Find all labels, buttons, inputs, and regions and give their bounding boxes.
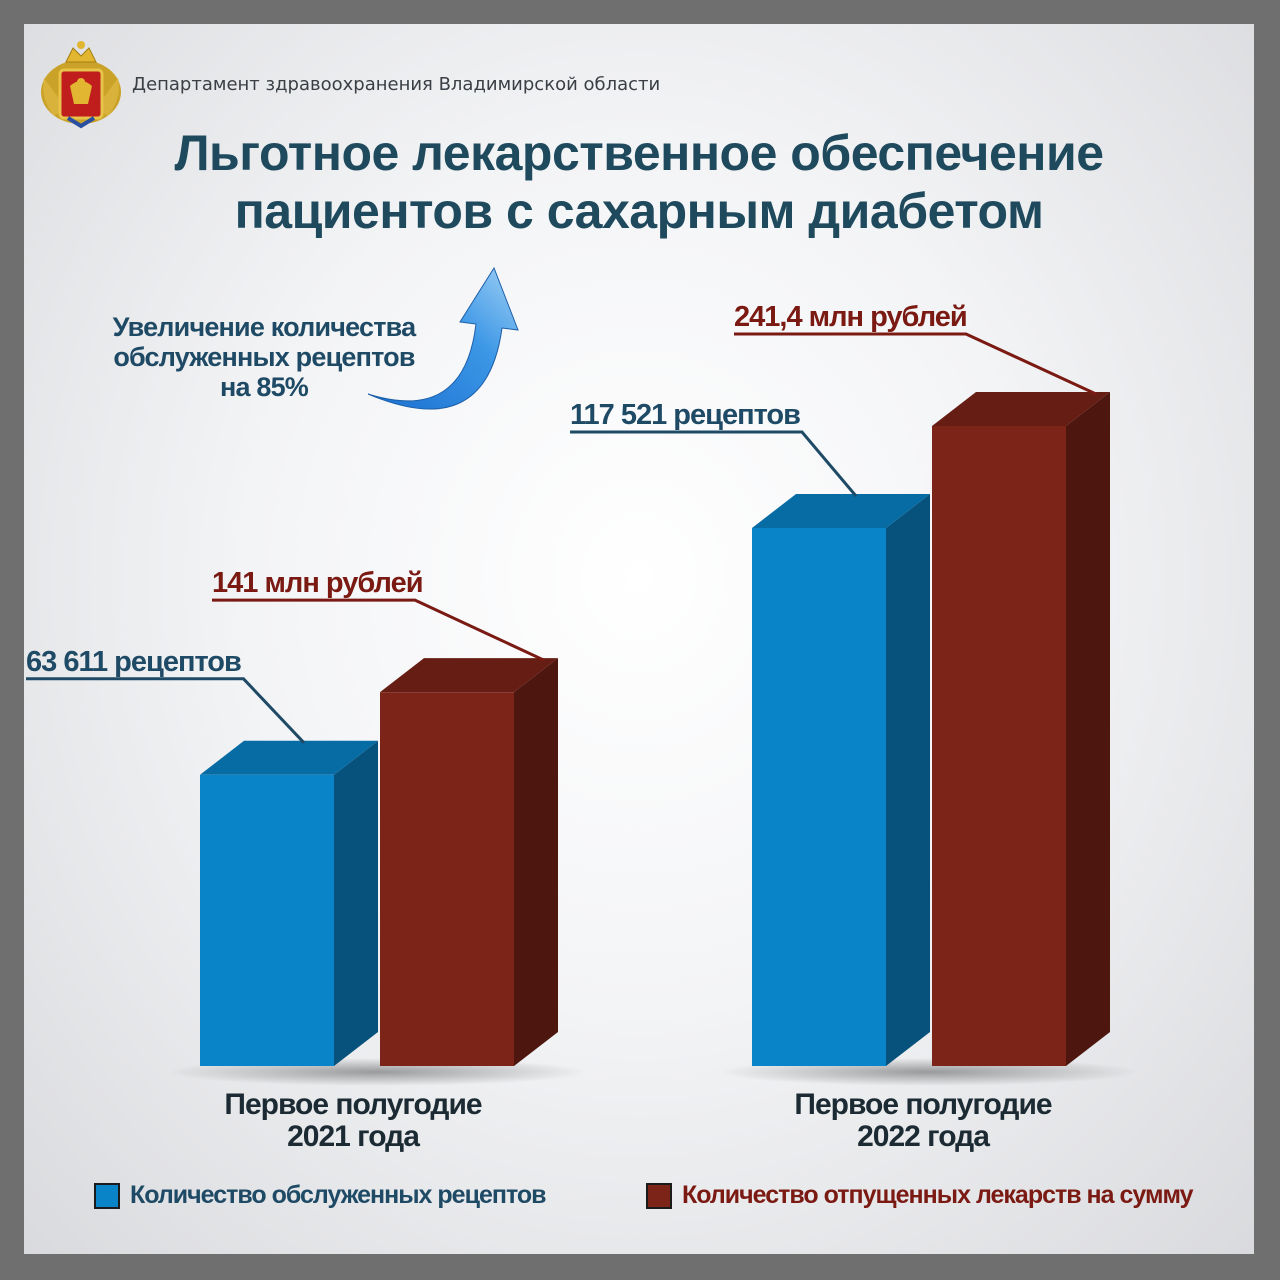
title-line-1: Льготное лекарственное обеспечение [174,125,1104,181]
leader-line [212,598,545,662]
bar [200,740,378,1066]
bar [752,494,930,1066]
infographic-card: Департамент здравоохранения Владимирской… [24,24,1254,1254]
bar [932,392,1110,1066]
bar-top [932,392,1110,426]
bar-side [334,740,378,1066]
curved-up-arrow-icon [367,266,519,410]
growth-line-2: обслуженных рецептов [113,342,415,372]
coat-of-arms-icon [41,41,121,129]
legend-item-amount: Количество отпущенных лекарств на сумму [646,1181,1194,1210]
bar-front [200,774,334,1066]
category-label: 2022 года [857,1120,990,1153]
bar-side [886,494,930,1066]
legend-item-prescriptions: Количество обслуженных рецептов [94,1181,546,1210]
growth-line-3: на 85% [219,372,309,402]
value-label-amount: 241,4 млн рублей [734,301,967,333]
growth-annotation: Увеличение количества обслуженных рецепт… [74,312,454,402]
category-label: 2021 года [287,1120,420,1153]
leader-line [734,332,1097,396]
bar-top [752,494,930,528]
bar-side [1066,392,1110,1066]
legend-swatch-blue [94,1182,120,1209]
value-label-amount: 141 млн рублей [212,567,423,599]
bar [380,658,558,1066]
legend-label-prescriptions: Количество обслуженных рецептов [130,1181,546,1209]
bar-side [514,658,558,1066]
growth-line-1: Увеличение количества [112,312,416,342]
bar-top [200,740,378,775]
legend-label-amount: Количество отпущенных лекарств на сумму [682,1181,1194,1209]
page-title: Льготное лекарственное обеспечение пацие… [24,124,1254,240]
category-label: Первое полугодие [224,1088,482,1121]
bar-front [932,426,1066,1066]
value-label-prescriptions: 117 521 рецептов [570,399,800,431]
leader-line [26,677,306,744]
bar-front [380,692,514,1066]
title-line-2: пациентов с сахарным диабетом [234,183,1044,239]
bar-front [752,528,886,1066]
legend-swatch-red [646,1182,672,1209]
chart: 63 611 рецептов 141 млн рублей 117 521 рец… [26,266,1139,1153]
bar-top [380,658,558,693]
organization-name: Департамент здравоохранения Владимирской… [132,73,661,95]
header: Департамент здравоохранения Владимирской… [38,34,660,134]
value-label-prescriptions: 63 611 рецептов [26,646,241,678]
category-label: Первое полугодие [794,1088,1052,1121]
legend: Количество обслуженных рецептов Количест… [94,1181,1244,1221]
leader-line [570,430,858,497]
